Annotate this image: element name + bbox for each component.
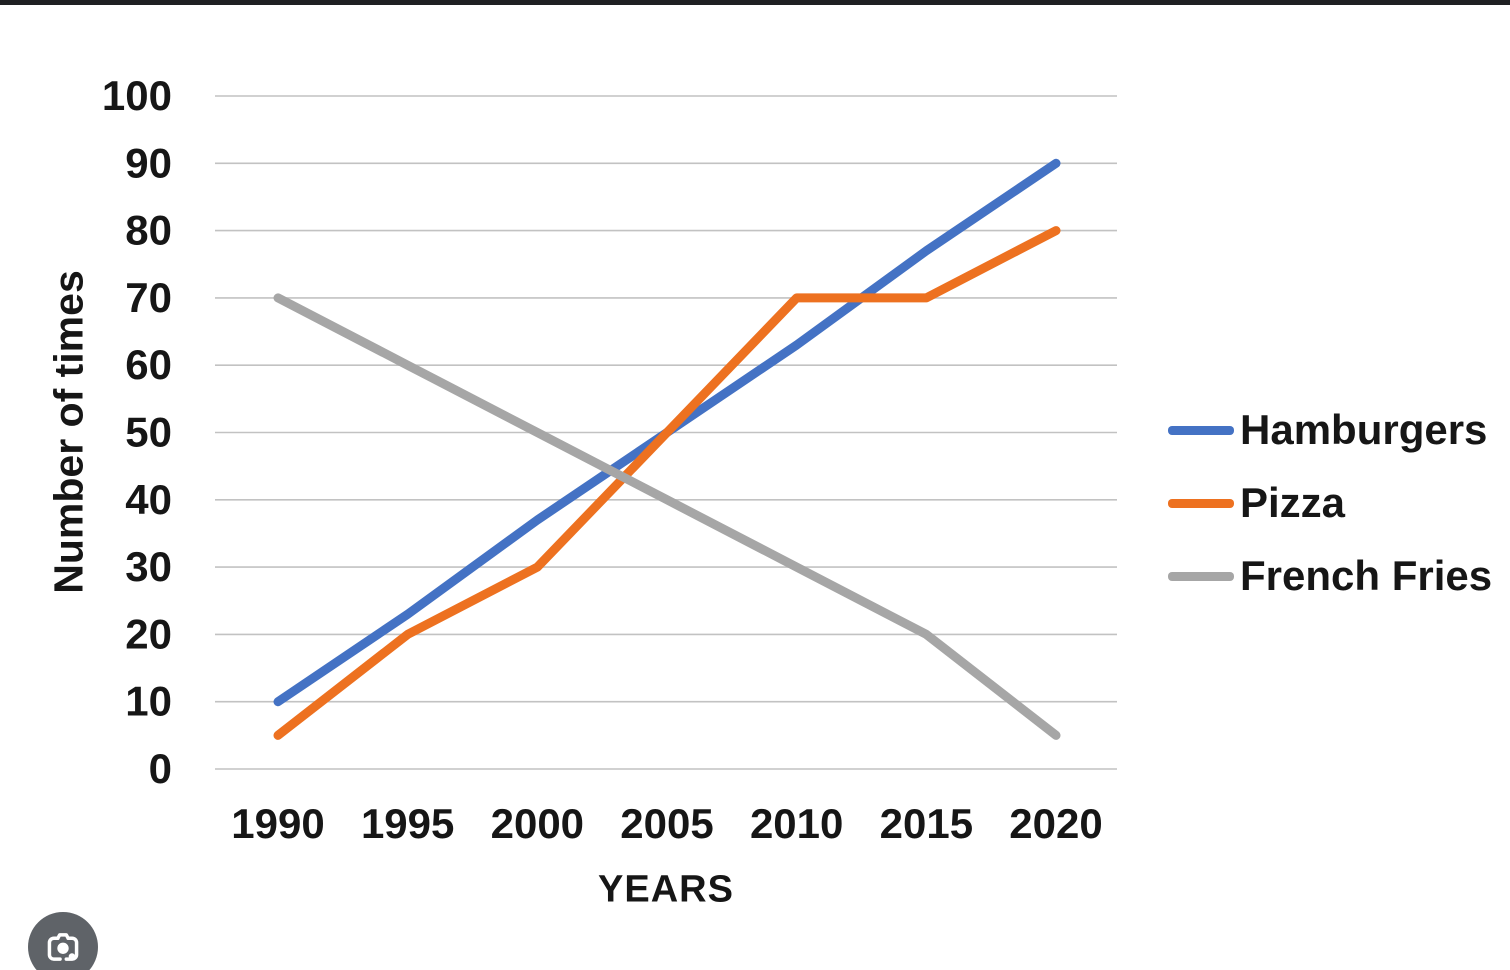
camera-icon [47, 933, 79, 961]
y-tick-label: 0 [149, 745, 172, 792]
y-tick-label: 60 [125, 341, 172, 388]
x-tick-label: 2005 [620, 800, 713, 847]
x-tick-label: 2020 [1009, 800, 1102, 847]
legend-label-hamburgers: Hamburgers [1240, 406, 1488, 453]
y-tick-label: 10 [125, 678, 172, 725]
y-axis-title: Number of times [45, 270, 92, 594]
x-tick-label: 2010 [750, 800, 843, 847]
legend-swatch-hamburgers [1168, 425, 1234, 435]
camera-search-button[interactable] [28, 912, 98, 970]
series-line-french-fries [273, 293, 1061, 740]
series-line-pizza [273, 226, 1061, 740]
x-axis-title: YEARS [598, 868, 734, 911]
x-tick-label: 2015 [880, 800, 973, 847]
y-tick-label: 50 [125, 409, 172, 456]
legend-swatch-pizza [1168, 498, 1234, 508]
x-tick-label: 1995 [361, 800, 454, 847]
legend-item-pizza: Pizza [1168, 478, 1492, 528]
legend: Hamburgers Pizza French Fries [1168, 405, 1492, 601]
y-tick-label: 70 [125, 274, 172, 321]
y-tick-label: 30 [125, 543, 172, 590]
y-tick-label: 80 [125, 207, 172, 254]
legend-item-french-fries: French Fries [1168, 551, 1492, 601]
legend-swatch-french-fries [1168, 571, 1234, 581]
legend-label-french-fries: French Fries [1240, 552, 1493, 599]
y-tick-label: 40 [125, 476, 172, 523]
y-tick-label: 100 [102, 72, 172, 119]
top-bar [0, 0, 1510, 5]
x-tick-label: 2000 [491, 800, 584, 847]
legend-label-pizza: Pizza [1240, 479, 1346, 526]
y-tick-label: 90 [125, 139, 172, 186]
legend-item-hamburgers: Hamburgers [1168, 405, 1492, 455]
y-tick-label: 20 [125, 610, 172, 657]
x-tick-label: 1990 [231, 800, 324, 847]
